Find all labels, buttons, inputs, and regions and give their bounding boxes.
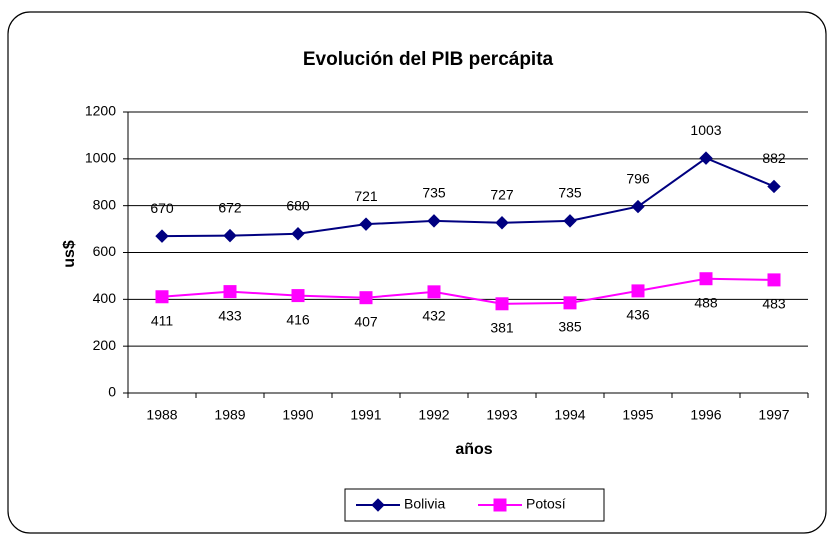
data-label: 672 [218,199,242,215]
y-tick-label: 1000 [85,150,116,166]
data-label: 411 [151,312,174,328]
marker [631,284,645,298]
y-tick-label: 200 [93,337,117,353]
legend-label: Bolivia [404,496,445,512]
data-label: 735 [558,185,582,201]
marker [563,296,577,310]
x-tick-label: 1988 [146,407,177,423]
marker [291,289,305,303]
x-tick-label: 1991 [350,407,381,423]
data-label: 796 [626,170,650,186]
marker [495,216,509,230]
series-line [161,277,775,305]
x-axis-title: años [455,441,492,458]
data-label: 432 [422,308,446,324]
marker [631,199,645,214]
data-label: 680 [286,197,310,213]
y-tick-label: 800 [93,196,117,212]
x-tick-label: 1995 [622,407,653,423]
data-label: 483 [762,296,786,312]
marker [495,297,509,311]
data-label: 407 [354,313,378,329]
marker [699,151,713,165]
data-label: 727 [490,186,514,202]
y-axis-title: us$ [61,240,78,268]
x-tick-label: 1996 [690,407,721,423]
marker [427,285,441,299]
y-tick-label: 600 [93,243,117,259]
data-label: 670 [150,200,174,216]
x-tick-label: 1992 [418,407,449,423]
marker [359,217,373,231]
marker [767,273,781,287]
marker [155,290,169,304]
data-label: 381 [490,319,514,335]
y-tick-label: 1200 [85,103,116,119]
marker [699,272,713,286]
chart-title: Evolución del PIB percápita [303,49,554,70]
marker [223,285,237,299]
marker [291,227,305,241]
marker [371,498,385,512]
data-label: 1003 [690,122,721,138]
x-tick-label: 1990 [282,407,313,423]
data-label: 436 [626,307,650,323]
data-label: 735 [422,185,446,201]
data-label: 433 [218,307,242,323]
data-label: 488 [694,294,718,310]
y-tick-label: 400 [93,290,117,306]
series-line [161,156,775,238]
marker [155,229,169,243]
marker [563,214,577,228]
y-tick-label: 0 [108,384,116,400]
marker [767,179,781,194]
data-label: 416 [286,311,310,327]
x-tick-label: 1997 [758,407,789,423]
data-label: 721 [354,188,378,204]
data-label: 385 [558,319,582,335]
marker [223,228,237,243]
marker [427,214,441,228]
chart-frame [7,11,827,534]
marker [493,498,507,512]
legend-label: Potosí [526,496,566,512]
x-tick-label: 1994 [554,407,585,423]
data-label: 882 [762,150,786,166]
marker [359,291,373,305]
x-tick-label: 1993 [486,407,517,423]
x-tick-label: 1989 [214,407,245,423]
